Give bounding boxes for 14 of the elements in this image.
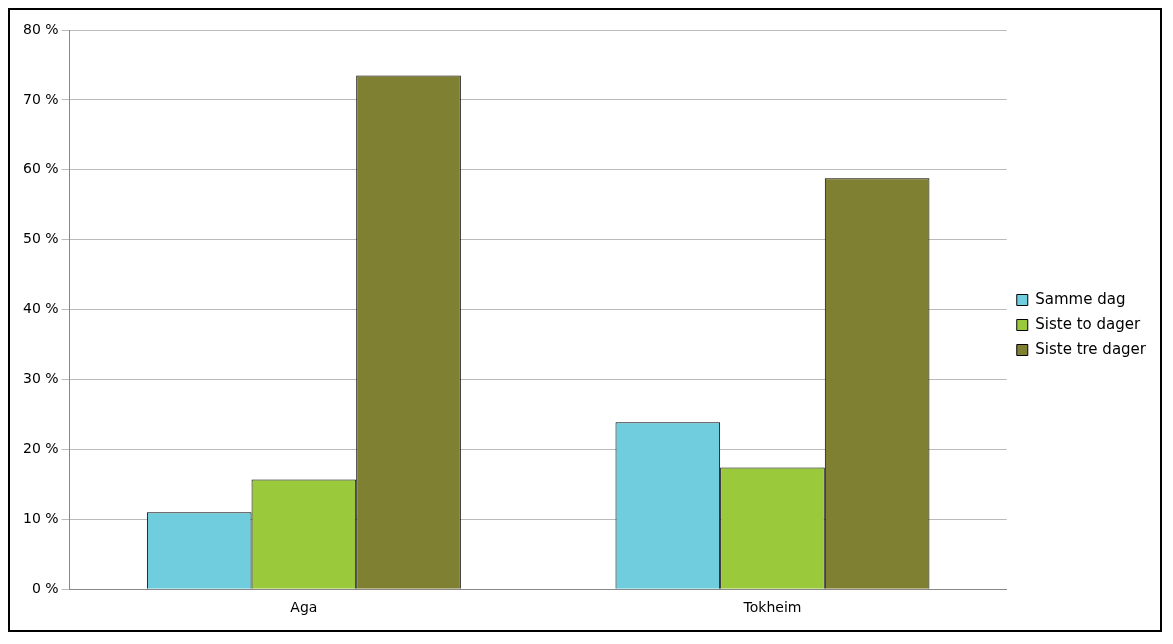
legend-label: Siste tre dager: [1035, 339, 1147, 358]
y-tick-label: 70 %: [22, 90, 59, 107]
y-tick-label: 0 %: [31, 579, 59, 596]
y-tick-label: 50 %: [22, 230, 59, 247]
x-tick-label: Aga: [290, 599, 318, 616]
legend-label: Siste to dager: [1035, 314, 1141, 333]
y-tick-label: 60 %: [22, 160, 59, 177]
y-tick-label: 30 %: [22, 370, 59, 387]
y-tick-label: 20 %: [22, 440, 59, 457]
y-tick-label: 10 %: [22, 509, 59, 526]
y-tick-label: 40 %: [22, 300, 59, 317]
x-tick-label: Tokheim: [742, 599, 802, 616]
legend-label: Samme dag: [1035, 289, 1126, 308]
y-tick-label: 80 %: [22, 20, 59, 37]
